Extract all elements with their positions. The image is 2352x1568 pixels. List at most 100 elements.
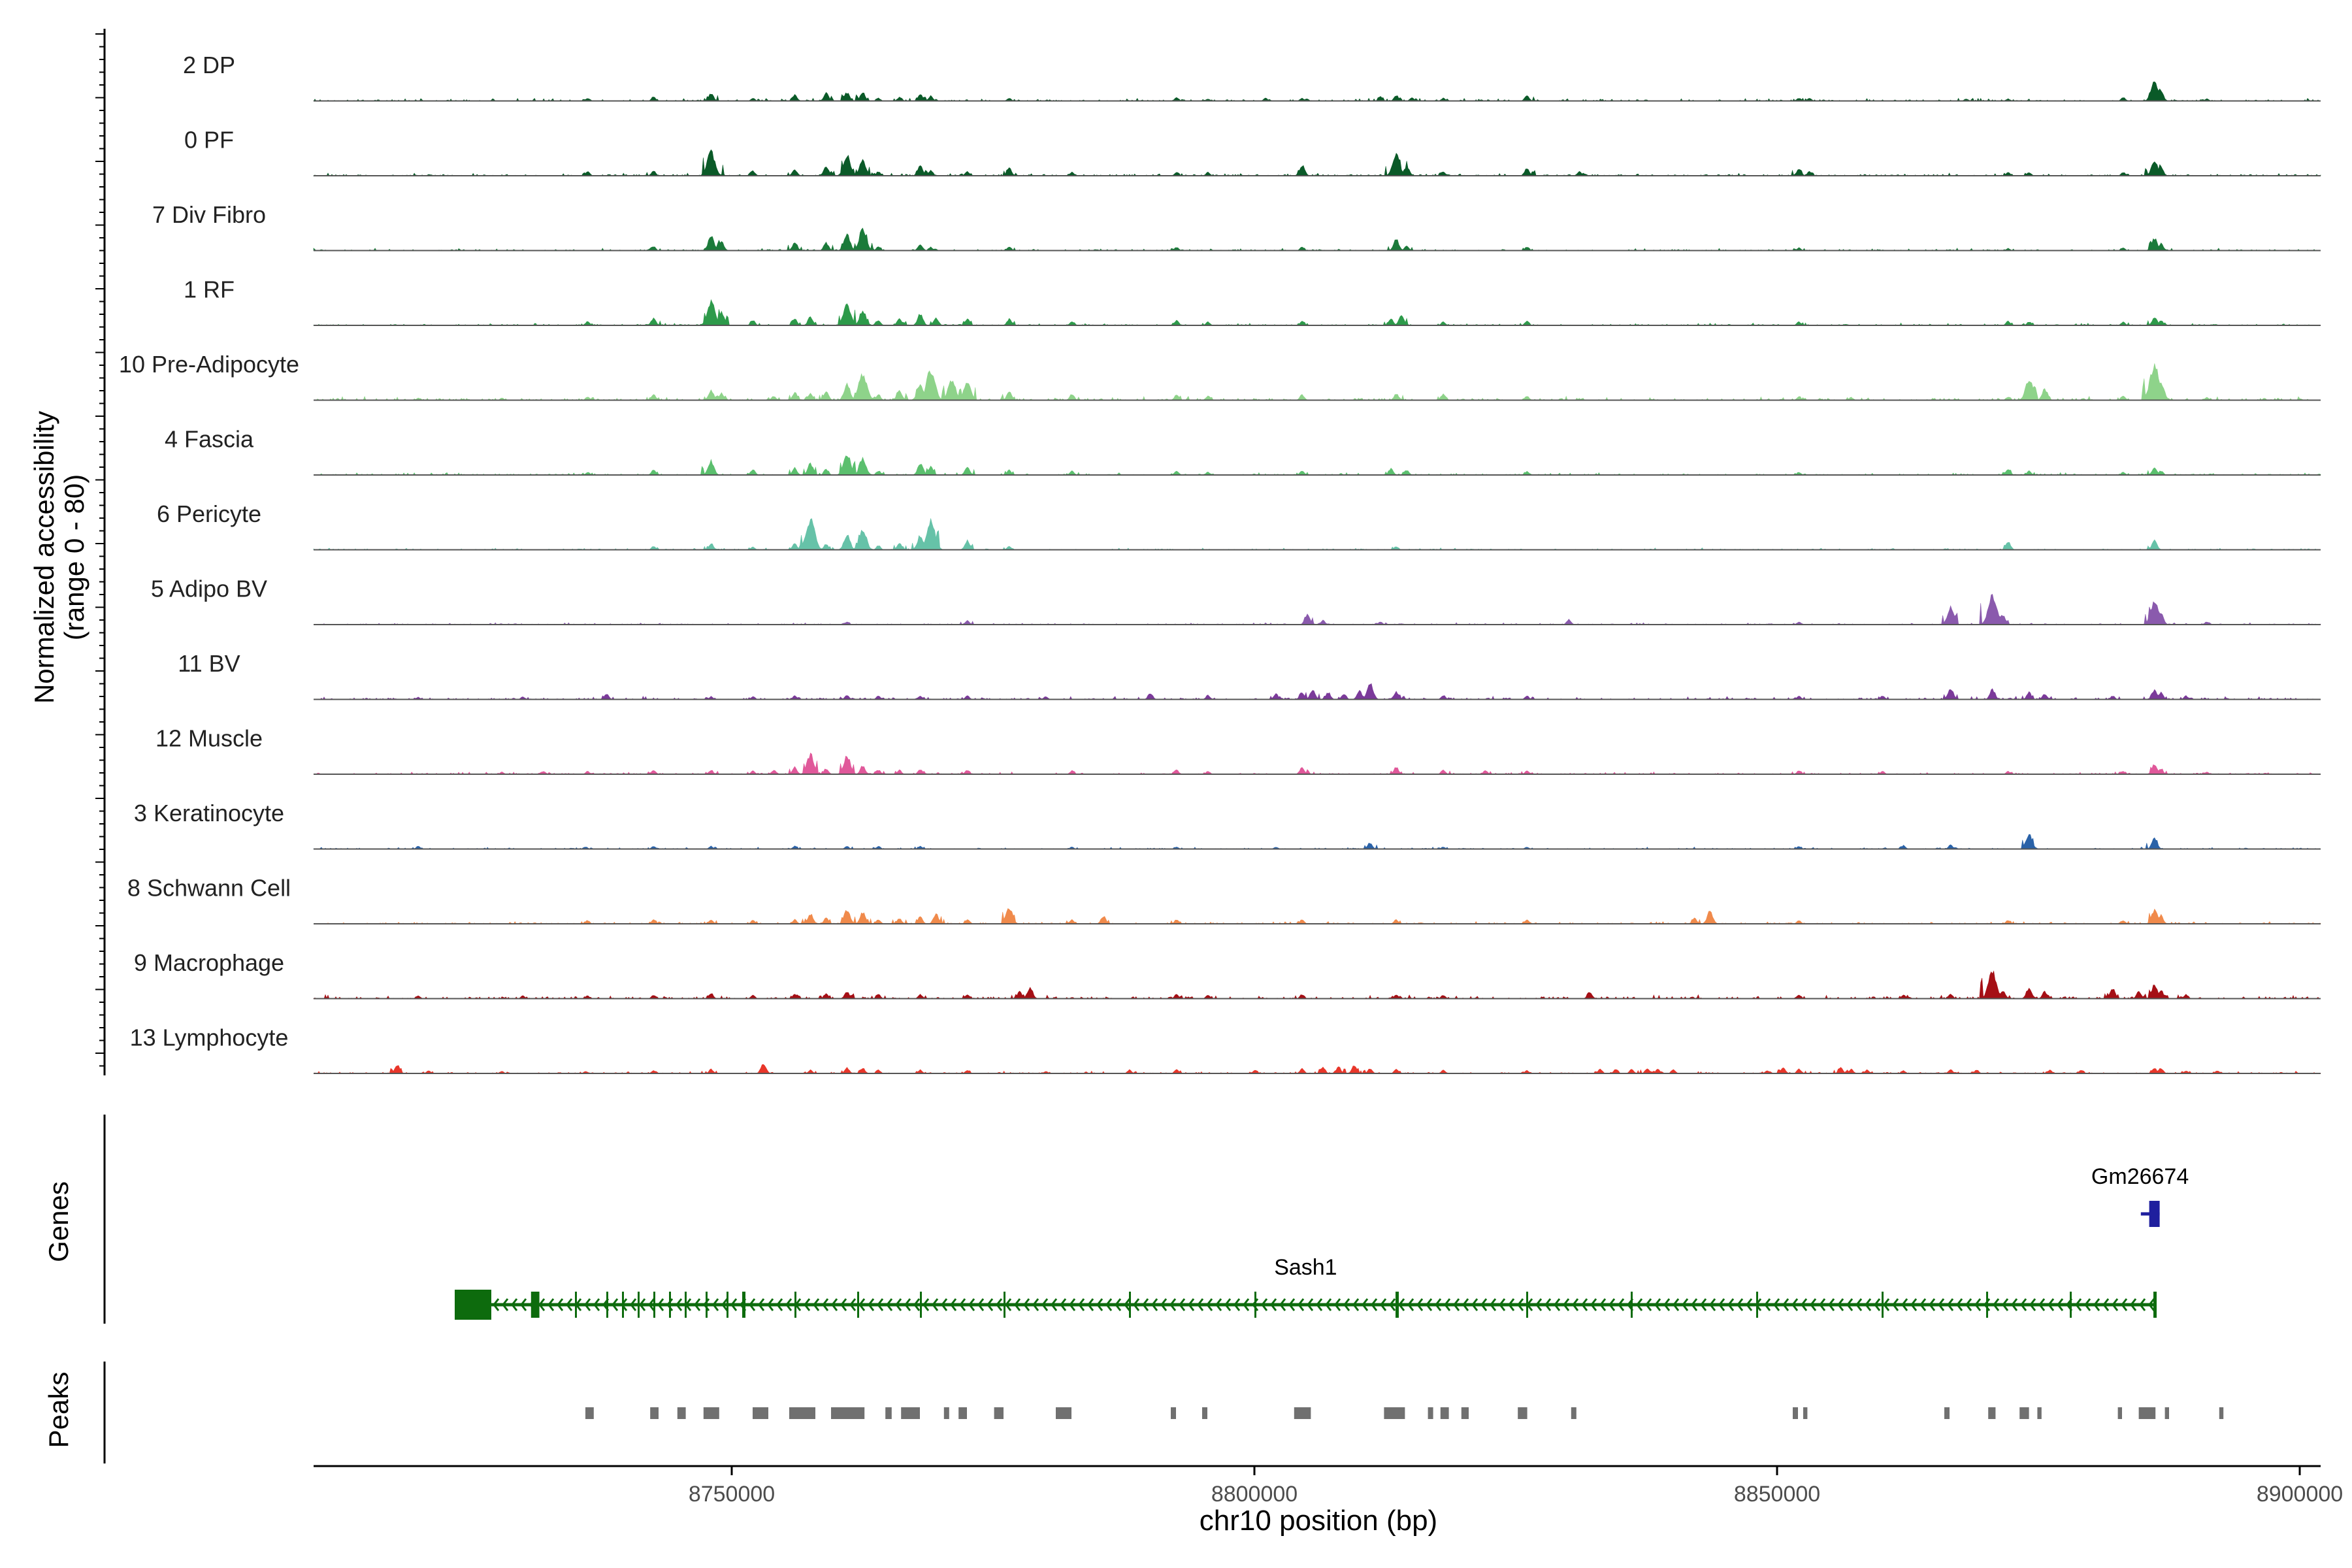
gene-exon bbox=[857, 1292, 859, 1318]
strand-arrow bbox=[904, 1298, 911, 1311]
strand-arrow bbox=[968, 1298, 975, 1311]
strand-arrow bbox=[2112, 1298, 2119, 1311]
strand-arrow bbox=[1169, 1298, 1177, 1311]
strand-arrow bbox=[1508, 1298, 1515, 1311]
strand-arrow bbox=[1060, 1298, 1067, 1311]
strand-arrow bbox=[1673, 1298, 1680, 1311]
strand-arrow bbox=[1334, 1298, 1341, 1311]
strand-arrow bbox=[1197, 1298, 1204, 1311]
coverage-area bbox=[313, 227, 2321, 251]
coverage-area bbox=[313, 299, 2321, 326]
strand-arrow bbox=[1051, 1298, 1058, 1311]
gene-exon bbox=[638, 1292, 640, 1318]
peak-region bbox=[1294, 1407, 1311, 1419]
strand-arrow bbox=[1517, 1298, 1524, 1311]
coverage-area bbox=[314, 363, 2321, 401]
strand-arrow bbox=[767, 1298, 774, 1311]
gene-exon bbox=[794, 1292, 796, 1318]
strand-arrow bbox=[1352, 1298, 1360, 1311]
strand-arrow bbox=[493, 1298, 500, 1311]
gene-exon bbox=[685, 1292, 687, 1318]
strand-arrow bbox=[1682, 1298, 1689, 1311]
strand-arrow bbox=[1618, 1298, 1625, 1311]
track-4-fascia: 4 Fascia bbox=[165, 426, 2321, 476]
coverage-area bbox=[314, 594, 2321, 625]
strand-arrow bbox=[1471, 1298, 1478, 1311]
strand-arrow bbox=[1609, 1298, 1616, 1311]
strand-arrow bbox=[2057, 1298, 2064, 1311]
strand-arrow bbox=[1828, 1298, 1835, 1311]
strand-arrow bbox=[1782, 1298, 1789, 1311]
gene-sash1: Sash1 bbox=[455, 1255, 2157, 1320]
strand-arrow bbox=[1746, 1298, 1753, 1311]
strand-arrow bbox=[1764, 1298, 1771, 1311]
gene-exon bbox=[1254, 1292, 1256, 1318]
strand-arrow bbox=[1718, 1298, 1725, 1311]
strand-arrow bbox=[2011, 1298, 2018, 1311]
strand-arrow bbox=[721, 1298, 728, 1311]
strand-arrow bbox=[923, 1298, 930, 1311]
strand-arrow bbox=[1362, 1298, 1369, 1311]
x-tick-label: 8850000 bbox=[1734, 1482, 1820, 1507]
track-9-macrophage: 9 Macrophage bbox=[134, 949, 2321, 1000]
strand-arrow bbox=[1773, 1298, 1780, 1311]
strand-arrow bbox=[566, 1298, 573, 1311]
strand-arrow bbox=[996, 1298, 1003, 1311]
strand-arrow bbox=[1453, 1298, 1460, 1311]
strand-arrow bbox=[648, 1298, 655, 1311]
strand-arrow bbox=[1480, 1298, 1488, 1311]
peak-region bbox=[703, 1407, 719, 1419]
track-label: 10 Pre-Adipocyte bbox=[119, 351, 299, 378]
gene-exon bbox=[622, 1292, 624, 1318]
track-13-lymphocyte: 13 Lymphocyte bbox=[130, 1024, 2321, 1074]
peak-region bbox=[2117, 1407, 2122, 1419]
track-label: 3 Keratinocyte bbox=[134, 800, 284, 826]
gene-label: Gm26674 bbox=[2091, 1164, 2189, 1189]
strand-arrow bbox=[1865, 1298, 1872, 1311]
strand-arrow bbox=[1416, 1298, 1424, 1311]
strand-arrow bbox=[630, 1298, 637, 1311]
peak-region bbox=[831, 1407, 865, 1419]
strand-arrow bbox=[1462, 1298, 1469, 1311]
strand-arrow bbox=[1343, 1298, 1350, 1311]
track-label: 6 Pericyte bbox=[157, 500, 261, 527]
strand-arrow bbox=[1801, 1298, 1808, 1311]
gene-exon bbox=[1756, 1292, 1758, 1318]
strand-arrow bbox=[1124, 1298, 1131, 1311]
strand-arrow bbox=[1398, 1298, 1405, 1311]
strand-arrow bbox=[1700, 1298, 1707, 1311]
peak-region bbox=[1428, 1407, 1433, 1419]
strand-arrow bbox=[941, 1298, 948, 1311]
strand-arrow bbox=[758, 1298, 765, 1311]
strand-arrow bbox=[1041, 1298, 1049, 1311]
strand-arrow bbox=[1846, 1298, 1854, 1311]
strand-arrow bbox=[1261, 1298, 1268, 1311]
strand-arrow bbox=[2130, 1298, 2137, 1311]
gene-exon bbox=[1526, 1292, 1528, 1318]
coverage-area bbox=[314, 908, 2321, 924]
track-label: 8 Schwann Cell bbox=[127, 875, 291, 902]
strand-arrow bbox=[1901, 1298, 1908, 1311]
track-7-div-fibro: 7 Div Fibro bbox=[152, 201, 2321, 252]
strand-arrow bbox=[1737, 1298, 1744, 1311]
strand-arrow bbox=[1938, 1298, 1945, 1311]
strand-arrow bbox=[520, 1298, 527, 1311]
strand-arrow bbox=[1435, 1298, 1442, 1311]
coverage-area bbox=[313, 455, 2321, 476]
strand-arrow bbox=[1279, 1298, 1286, 1311]
strand-arrow bbox=[1380, 1298, 1387, 1311]
peaks-panel-label: Peaks bbox=[43, 1372, 74, 1448]
strand-arrow bbox=[1078, 1298, 1085, 1311]
strand-arrow bbox=[849, 1298, 857, 1311]
strand-arrow bbox=[831, 1298, 838, 1311]
strand-arrow bbox=[584, 1298, 591, 1311]
track-5-adipo-bv: 5 Adipo BV bbox=[151, 576, 2321, 625]
peak-region bbox=[650, 1407, 659, 1419]
gene-exon bbox=[1129, 1292, 1131, 1318]
strand-arrow bbox=[776, 1298, 783, 1311]
gene-exon bbox=[455, 1290, 491, 1320]
strand-arrow bbox=[785, 1298, 792, 1311]
strand-arrow bbox=[1919, 1298, 1927, 1311]
strand-arrow bbox=[1490, 1298, 1497, 1311]
